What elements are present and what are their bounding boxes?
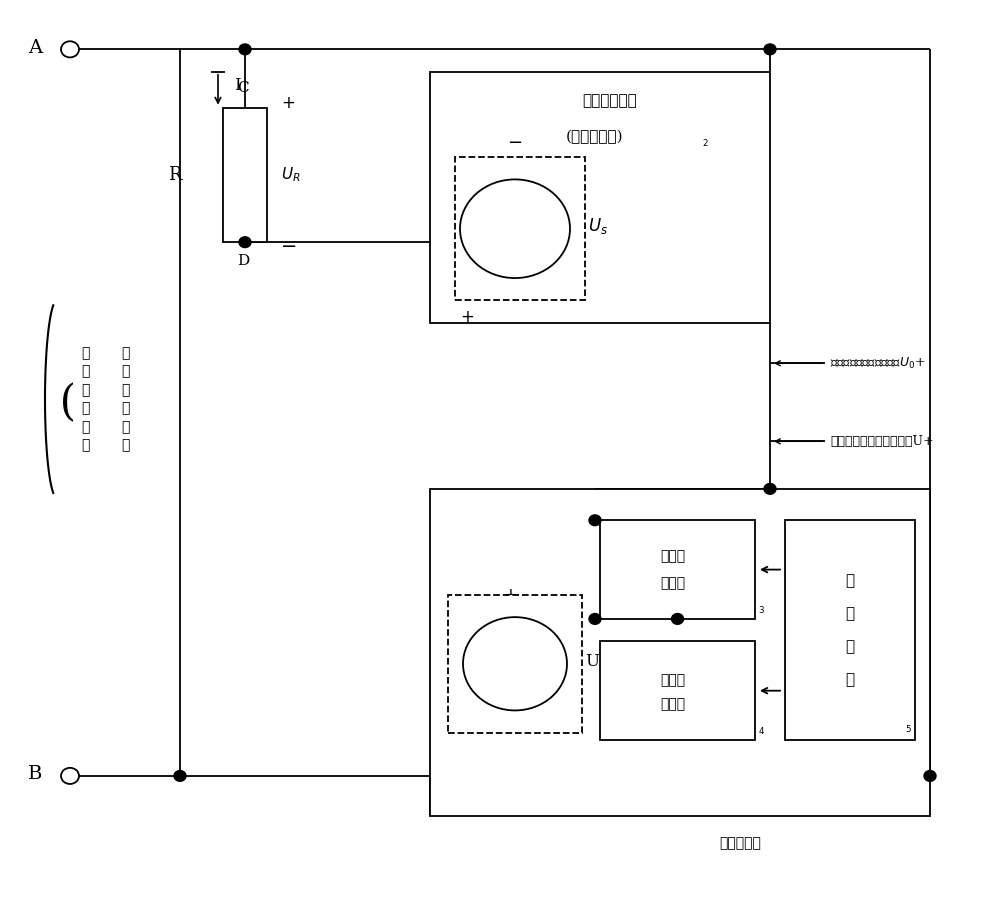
Circle shape (460, 179, 570, 278)
Circle shape (239, 237, 251, 248)
Text: 换电路: 换电路 (660, 576, 685, 590)
Bar (600, 520, 755, 619)
Text: 数控电压源: 数控电压源 (719, 836, 761, 850)
Text: +: + (503, 586, 517, 604)
Bar (448, 595, 582, 733)
Text: 数
控
变
阻
装
置: 数 控 变 阻 装 置 (81, 346, 89, 452)
Text: U: U (585, 653, 599, 669)
Circle shape (924, 771, 936, 781)
Circle shape (174, 771, 186, 781)
Text: $U_s$: $U_s$ (588, 216, 608, 236)
Text: ): ) (54, 379, 70, 420)
Text: −: − (502, 721, 518, 740)
Text: I: I (234, 77, 241, 93)
Bar (223, 108, 267, 242)
Bar (785, 520, 915, 740)
Circle shape (61, 768, 79, 784)
Text: $U_R$: $U_R$ (281, 166, 301, 184)
Text: 电
压
调
节
电
路: 电 压 调 节 电 路 (121, 346, 129, 452)
Text: 数模转: 数模转 (660, 549, 685, 563)
Text: (补偿电压源): (补偿电压源) (566, 130, 624, 144)
Text: C: C (237, 81, 249, 95)
Text: 理: 理 (845, 640, 855, 654)
Circle shape (764, 44, 776, 55)
Text: 电压调: 电压调 (660, 673, 685, 687)
Text: −: − (507, 135, 523, 152)
Text: R: R (168, 166, 182, 184)
Bar (430, 72, 770, 323)
Circle shape (764, 483, 776, 494)
Text: +: + (281, 94, 295, 112)
Bar (455, 157, 585, 300)
Text: +: + (460, 308, 474, 326)
Circle shape (589, 515, 601, 526)
Text: D: D (237, 254, 249, 268)
Bar (600, 641, 755, 740)
Text: 处: 处 (845, 607, 855, 621)
Text: 微: 微 (845, 574, 855, 588)
Text: $_5$: $_5$ (905, 722, 912, 735)
Circle shape (61, 41, 79, 57)
Text: −: − (281, 237, 297, 257)
Text: $_3$: $_3$ (758, 604, 765, 616)
Bar (430, 489, 930, 816)
Circle shape (463, 617, 567, 710)
Text: 理电路: 理电路 (660, 697, 685, 711)
Circle shape (239, 44, 251, 55)
Text: A: A (28, 39, 42, 57)
Text: B: B (28, 765, 42, 783)
Circle shape (589, 614, 601, 624)
Text: $_4$: $_4$ (758, 725, 765, 737)
Text: 反相跟随电路: 反相跟随电路 (583, 94, 637, 109)
Text: 器: 器 (845, 674, 855, 687)
Text: 数控电压源的参考地线端U+: 数控电压源的参考地线端U+ (830, 435, 934, 448)
Text: 补偿电压源的参考地线端$U_0$+: 补偿电压源的参考地线端$U_0$+ (830, 356, 925, 370)
Text: $_2$: $_2$ (702, 136, 709, 149)
Circle shape (672, 614, 684, 624)
